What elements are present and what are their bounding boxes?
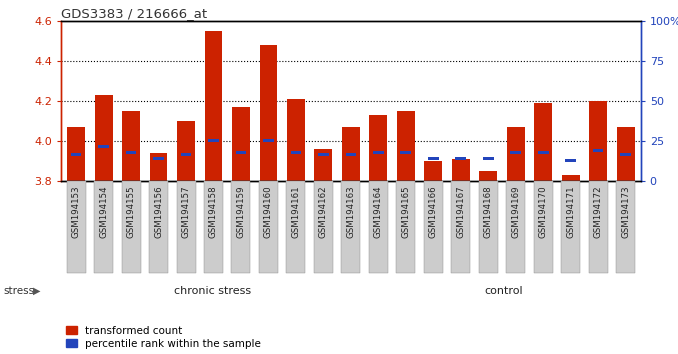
Bar [370, 115, 387, 181]
Text: GSM194170: GSM194170 [539, 185, 548, 238]
Bar [208, 139, 219, 142]
FancyBboxPatch shape [66, 181, 85, 273]
Text: GSM194166: GSM194166 [428, 185, 438, 238]
Bar [593, 149, 603, 152]
Bar [291, 151, 301, 154]
Bar [71, 153, 81, 156]
Bar [456, 157, 466, 160]
Bar [177, 121, 195, 181]
FancyBboxPatch shape [424, 181, 443, 273]
Bar [260, 45, 277, 181]
Text: GSM194171: GSM194171 [566, 185, 575, 238]
Text: control: control [485, 286, 523, 296]
Text: GSM194156: GSM194156 [154, 185, 163, 238]
FancyBboxPatch shape [506, 181, 525, 273]
Bar [346, 153, 356, 156]
Text: GDS3383 / 216666_at: GDS3383 / 216666_at [61, 7, 207, 20]
Bar [153, 157, 164, 160]
FancyBboxPatch shape [561, 181, 580, 273]
Bar [424, 161, 442, 181]
FancyBboxPatch shape [176, 181, 195, 273]
Bar [534, 103, 552, 181]
Text: GSM194173: GSM194173 [621, 185, 630, 238]
Text: GSM194158: GSM194158 [209, 185, 218, 238]
Text: GSM194167: GSM194167 [456, 185, 465, 238]
Bar [617, 127, 635, 181]
Bar [205, 31, 222, 181]
Text: stress: stress [3, 286, 35, 296]
FancyBboxPatch shape [479, 181, 498, 273]
Bar [125, 151, 136, 154]
Bar [562, 175, 580, 181]
Bar [150, 153, 167, 181]
Bar [483, 157, 494, 160]
FancyBboxPatch shape [286, 181, 305, 273]
Bar [263, 139, 274, 142]
Bar [236, 151, 246, 154]
Legend: transformed count, percentile rank within the sample: transformed count, percentile rank withi… [66, 326, 261, 349]
Bar [98, 145, 109, 148]
Bar [452, 159, 470, 181]
FancyBboxPatch shape [534, 181, 553, 273]
Bar [318, 153, 329, 156]
Text: GSM194154: GSM194154 [99, 185, 108, 238]
Text: GSM194169: GSM194169 [511, 185, 520, 238]
Text: GSM194159: GSM194159 [237, 185, 245, 238]
Text: GSM194161: GSM194161 [292, 185, 300, 238]
Bar [397, 111, 415, 181]
FancyBboxPatch shape [589, 181, 607, 273]
Text: GSM194168: GSM194168 [483, 185, 493, 238]
Bar [401, 151, 411, 154]
Text: GSM194164: GSM194164 [374, 185, 383, 238]
FancyBboxPatch shape [397, 181, 416, 273]
Bar [342, 127, 360, 181]
FancyBboxPatch shape [204, 181, 223, 273]
FancyBboxPatch shape [259, 181, 278, 273]
Text: GSM194162: GSM194162 [319, 185, 328, 238]
Bar [95, 95, 113, 181]
FancyBboxPatch shape [149, 181, 168, 273]
FancyBboxPatch shape [94, 181, 113, 273]
Text: GSM194163: GSM194163 [346, 185, 355, 238]
Bar [479, 171, 497, 181]
Bar [589, 101, 607, 181]
Bar [180, 153, 191, 156]
Text: ▶: ▶ [33, 286, 40, 296]
Bar [565, 159, 576, 162]
Text: GSM194172: GSM194172 [594, 185, 603, 238]
Bar [67, 127, 85, 181]
Bar [620, 153, 631, 156]
Text: GSM194160: GSM194160 [264, 185, 273, 238]
FancyBboxPatch shape [452, 181, 471, 273]
FancyBboxPatch shape [342, 181, 360, 273]
Bar [287, 99, 305, 181]
Bar [315, 149, 332, 181]
Text: GSM194153: GSM194153 [72, 185, 81, 238]
Bar [373, 151, 384, 154]
Text: GSM194157: GSM194157 [182, 185, 191, 238]
Bar [428, 157, 439, 160]
Bar [232, 107, 250, 181]
Bar [511, 151, 521, 154]
FancyBboxPatch shape [314, 181, 333, 273]
Bar [538, 151, 549, 154]
Text: GSM194155: GSM194155 [127, 185, 136, 238]
FancyBboxPatch shape [369, 181, 388, 273]
FancyBboxPatch shape [616, 181, 635, 273]
Text: GSM194165: GSM194165 [401, 185, 410, 238]
Bar [506, 127, 525, 181]
FancyBboxPatch shape [121, 181, 140, 273]
FancyBboxPatch shape [231, 181, 250, 273]
Text: chronic stress: chronic stress [174, 286, 251, 296]
Bar [122, 111, 140, 181]
